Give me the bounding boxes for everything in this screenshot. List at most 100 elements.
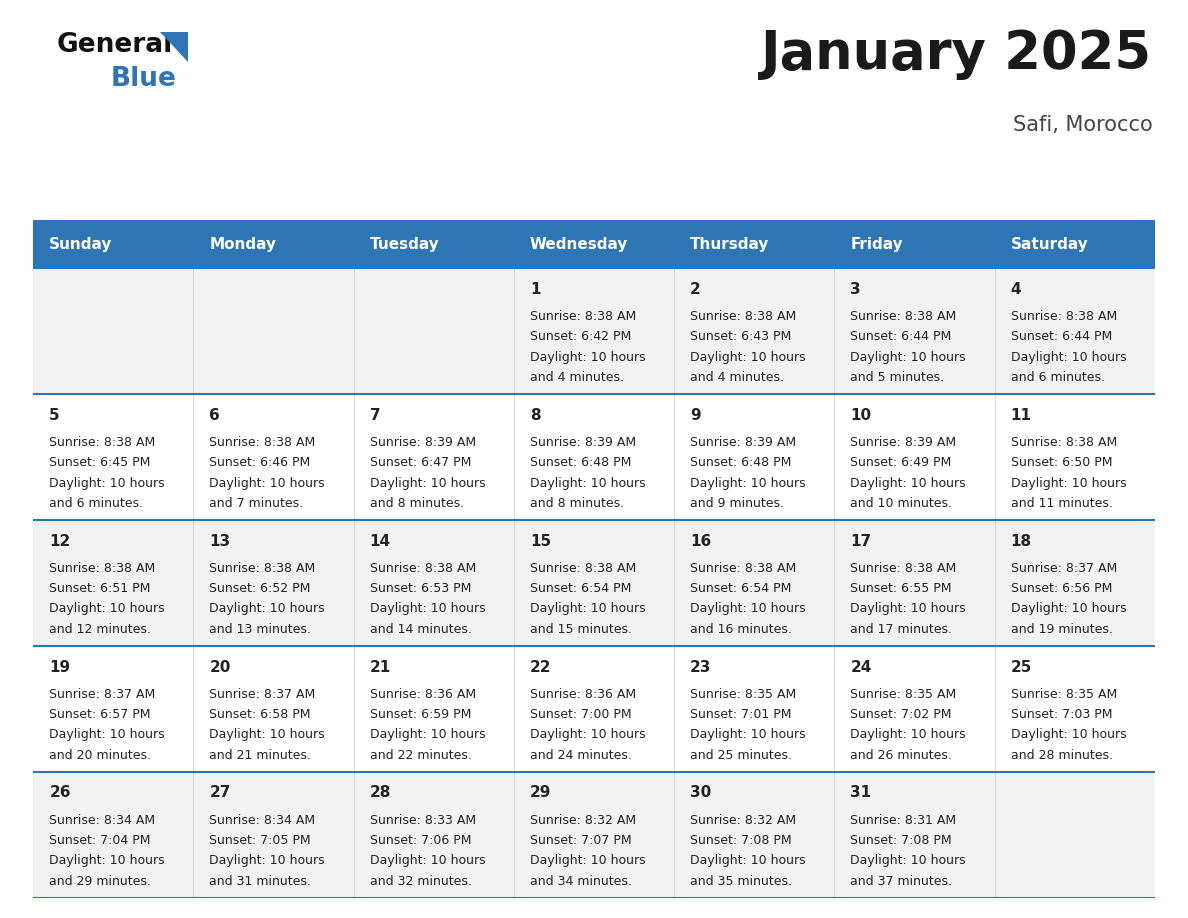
Text: Daylight: 10 hours: Daylight: 10 hours — [851, 351, 966, 364]
Text: and 16 minutes.: and 16 minutes. — [690, 622, 792, 636]
Text: 28: 28 — [369, 786, 391, 800]
Text: and 37 minutes.: and 37 minutes. — [851, 875, 953, 888]
Bar — [834, 646, 994, 772]
Bar — [194, 521, 354, 646]
Bar — [674, 772, 834, 898]
Text: Sunrise: 8:35 AM: Sunrise: 8:35 AM — [851, 688, 956, 700]
Bar — [514, 268, 674, 394]
Text: Sunset: 6:54 PM: Sunset: 6:54 PM — [690, 582, 791, 595]
Text: Sunrise: 8:38 AM: Sunrise: 8:38 AM — [851, 310, 956, 323]
Text: 12: 12 — [49, 533, 70, 549]
Text: and 19 minutes.: and 19 minutes. — [1011, 622, 1112, 636]
Text: Daylight: 10 hours: Daylight: 10 hours — [209, 476, 326, 489]
Text: Sunrise: 8:36 AM: Sunrise: 8:36 AM — [530, 688, 636, 700]
Text: 20: 20 — [209, 659, 230, 675]
Text: Sunset: 6:55 PM: Sunset: 6:55 PM — [851, 582, 952, 595]
Text: Sunrise: 8:35 AM: Sunrise: 8:35 AM — [1011, 688, 1117, 700]
Bar — [994, 268, 1155, 394]
Text: Sunrise: 8:38 AM: Sunrise: 8:38 AM — [530, 310, 636, 323]
Text: 26: 26 — [49, 786, 71, 800]
Text: Sunset: 6:47 PM: Sunset: 6:47 PM — [369, 456, 472, 469]
Text: Sunrise: 8:32 AM: Sunrise: 8:32 AM — [530, 813, 636, 826]
Text: Daylight: 10 hours: Daylight: 10 hours — [369, 476, 486, 489]
Text: Sunrise: 8:39 AM: Sunrise: 8:39 AM — [851, 436, 956, 449]
Bar — [354, 268, 514, 394]
Bar — [514, 772, 674, 898]
Text: 23: 23 — [690, 659, 712, 675]
Text: Sunrise: 8:31 AM: Sunrise: 8:31 AM — [851, 813, 956, 826]
Text: Blue: Blue — [110, 66, 176, 92]
Text: and 29 minutes.: and 29 minutes. — [49, 875, 151, 888]
Text: Sunset: 7:01 PM: Sunset: 7:01 PM — [690, 708, 791, 721]
Text: Sunrise: 8:38 AM: Sunrise: 8:38 AM — [851, 562, 956, 575]
Text: Sunset: 6:45 PM: Sunset: 6:45 PM — [49, 456, 151, 469]
Bar — [834, 394, 994, 521]
Text: Sunset: 6:46 PM: Sunset: 6:46 PM — [209, 456, 311, 469]
Text: Daylight: 10 hours: Daylight: 10 hours — [530, 602, 645, 615]
Text: 21: 21 — [369, 659, 391, 675]
Text: Daylight: 10 hours: Daylight: 10 hours — [49, 855, 165, 868]
Text: Sunrise: 8:37 AM: Sunrise: 8:37 AM — [1011, 562, 1117, 575]
Text: Daylight: 10 hours: Daylight: 10 hours — [209, 602, 326, 615]
Text: 10: 10 — [851, 408, 872, 422]
Text: Sunrise: 8:38 AM: Sunrise: 8:38 AM — [530, 562, 636, 575]
Text: Sunset: 6:54 PM: Sunset: 6:54 PM — [530, 582, 631, 595]
Text: Thursday: Thursday — [690, 237, 770, 252]
Text: Daylight: 10 hours: Daylight: 10 hours — [1011, 602, 1126, 615]
Text: Wednesday: Wednesday — [530, 237, 628, 252]
Bar — [994, 394, 1155, 521]
Bar — [33, 772, 194, 898]
Bar — [674, 394, 834, 521]
Text: Sunrise: 8:38 AM: Sunrise: 8:38 AM — [690, 562, 796, 575]
Text: Sunset: 6:50 PM: Sunset: 6:50 PM — [1011, 456, 1112, 469]
Text: Daylight: 10 hours: Daylight: 10 hours — [851, 476, 966, 489]
Text: and 8 minutes.: and 8 minutes. — [530, 497, 624, 509]
Bar — [194, 268, 354, 394]
Text: Sunrise: 8:38 AM: Sunrise: 8:38 AM — [49, 436, 156, 449]
Text: Daylight: 10 hours: Daylight: 10 hours — [851, 855, 966, 868]
Text: 31: 31 — [851, 786, 872, 800]
Text: Sunrise: 8:39 AM: Sunrise: 8:39 AM — [530, 436, 636, 449]
Text: Daylight: 10 hours: Daylight: 10 hours — [1011, 728, 1126, 742]
Bar — [994, 772, 1155, 898]
Text: Sunrise: 8:36 AM: Sunrise: 8:36 AM — [369, 688, 476, 700]
Text: Daylight: 10 hours: Daylight: 10 hours — [1011, 476, 1126, 489]
Bar — [994, 521, 1155, 646]
Text: Sunrise: 8:38 AM: Sunrise: 8:38 AM — [49, 562, 156, 575]
Text: Sunset: 6:43 PM: Sunset: 6:43 PM — [690, 330, 791, 343]
Text: Daylight: 10 hours: Daylight: 10 hours — [851, 602, 966, 615]
Bar — [514, 394, 674, 521]
Text: Daylight: 10 hours: Daylight: 10 hours — [690, 602, 805, 615]
Text: 19: 19 — [49, 659, 70, 675]
Text: 29: 29 — [530, 786, 551, 800]
Bar — [354, 646, 514, 772]
Text: Sunrise: 8:38 AM: Sunrise: 8:38 AM — [369, 562, 476, 575]
Text: 18: 18 — [1011, 533, 1031, 549]
Text: Monday: Monday — [209, 237, 277, 252]
Text: Sunset: 6:48 PM: Sunset: 6:48 PM — [690, 456, 791, 469]
Text: Sunset: 6:49 PM: Sunset: 6:49 PM — [851, 456, 952, 469]
Text: Sunrise: 8:34 AM: Sunrise: 8:34 AM — [49, 813, 156, 826]
Text: Sunset: 7:08 PM: Sunset: 7:08 PM — [690, 834, 791, 847]
Bar — [514, 521, 674, 646]
Bar — [994, 646, 1155, 772]
Text: Sunrise: 8:38 AM: Sunrise: 8:38 AM — [1011, 436, 1117, 449]
Text: Sunset: 6:57 PM: Sunset: 6:57 PM — [49, 708, 151, 721]
Text: Sunrise: 8:35 AM: Sunrise: 8:35 AM — [690, 688, 796, 700]
Text: 7: 7 — [369, 408, 380, 422]
Text: Sunrise: 8:34 AM: Sunrise: 8:34 AM — [209, 813, 316, 826]
Text: 24: 24 — [851, 659, 872, 675]
Text: Daylight: 10 hours: Daylight: 10 hours — [530, 855, 645, 868]
Bar — [354, 394, 514, 521]
Text: Sunset: 7:00 PM: Sunset: 7:00 PM — [530, 708, 632, 721]
Text: Tuesday: Tuesday — [369, 237, 440, 252]
Text: Daylight: 10 hours: Daylight: 10 hours — [369, 602, 486, 615]
Bar — [994, 220, 1155, 268]
Text: Sunset: 6:52 PM: Sunset: 6:52 PM — [209, 582, 311, 595]
Text: Sunrise: 8:38 AM: Sunrise: 8:38 AM — [1011, 310, 1117, 323]
Text: Daylight: 10 hours: Daylight: 10 hours — [1011, 351, 1126, 364]
Bar — [674, 521, 834, 646]
Text: 30: 30 — [690, 786, 712, 800]
Bar — [354, 772, 514, 898]
Text: and 31 minutes.: and 31 minutes. — [209, 875, 311, 888]
